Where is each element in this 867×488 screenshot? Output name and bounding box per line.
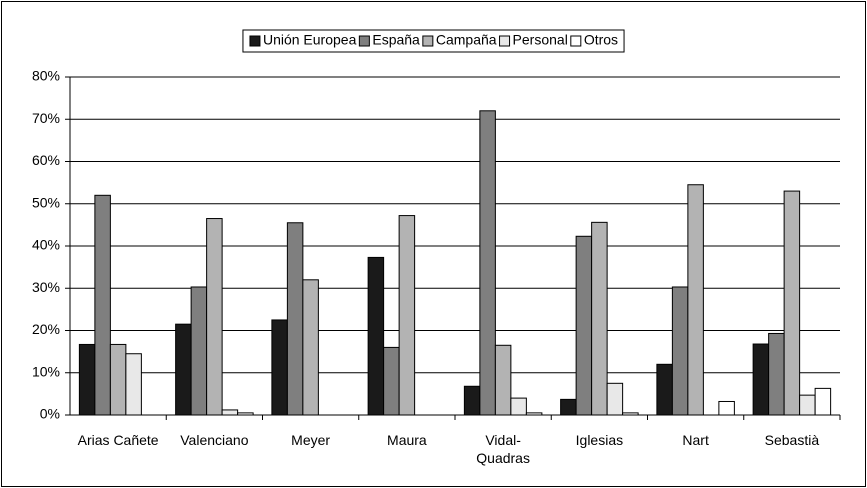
legend-label: Otros [584,32,618,48]
bar [783,190,801,416]
legend-swatch [570,35,582,47]
x-tick-label: Iglesias [575,432,624,448]
bar [606,382,624,416]
legend-label: Unión Europea [263,32,357,48]
bar [656,363,673,416]
bar [271,319,288,416]
bar [718,400,735,416]
x-tick-label: Maura [387,432,427,448]
bar [814,387,832,416]
bar [125,353,142,416]
bar [286,222,304,416]
x-tick-label: Vidal-Quadras [476,432,530,466]
bar [302,279,319,416]
y-tick-label: 40% [32,237,60,253]
bar [479,110,496,416]
bar [768,332,785,416]
x-tick-label: Meyer [291,432,331,448]
bar [799,394,816,416]
bar [494,344,512,416]
legend-swatch [249,35,261,47]
bar [94,194,111,416]
bar [463,385,481,416]
bar [109,343,127,416]
bar [78,343,96,416]
y-tick-label: 50% [32,194,60,210]
bar [575,235,593,416]
legend-swatch [422,35,434,47]
x-tick-label: Arias Cañete [77,432,159,448]
bar [190,286,208,416]
x-tick-label: Valenciano [180,432,249,448]
legend-label: Personal [513,32,568,48]
bar [510,397,527,416]
bar [591,221,608,416]
y-tick-label: 70% [32,110,60,126]
y-tick-label: 20% [32,321,60,337]
bar [398,215,416,416]
bar [206,218,223,416]
y-tick-label: 10% [32,363,60,379]
y-tick-label: 60% [32,152,60,168]
bar [175,323,192,416]
x-tick-label: Sebastià [764,432,820,448]
legend-swatch [499,35,511,47]
bar [560,398,577,416]
bar [367,256,385,416]
y-tick-label: 0% [40,406,60,422]
bar [221,409,239,416]
y-tick-label: 30% [32,279,60,295]
legend-label: España [372,32,420,48]
y-tick-label: 80% [32,68,60,84]
legend-label: Campaña [436,32,497,48]
bar [671,286,689,416]
legend-box [242,29,625,53]
x-tick-label: Nart [682,432,709,448]
legend-swatch [358,35,370,47]
bar [752,343,770,416]
bar [687,184,704,416]
bar [383,346,400,416]
